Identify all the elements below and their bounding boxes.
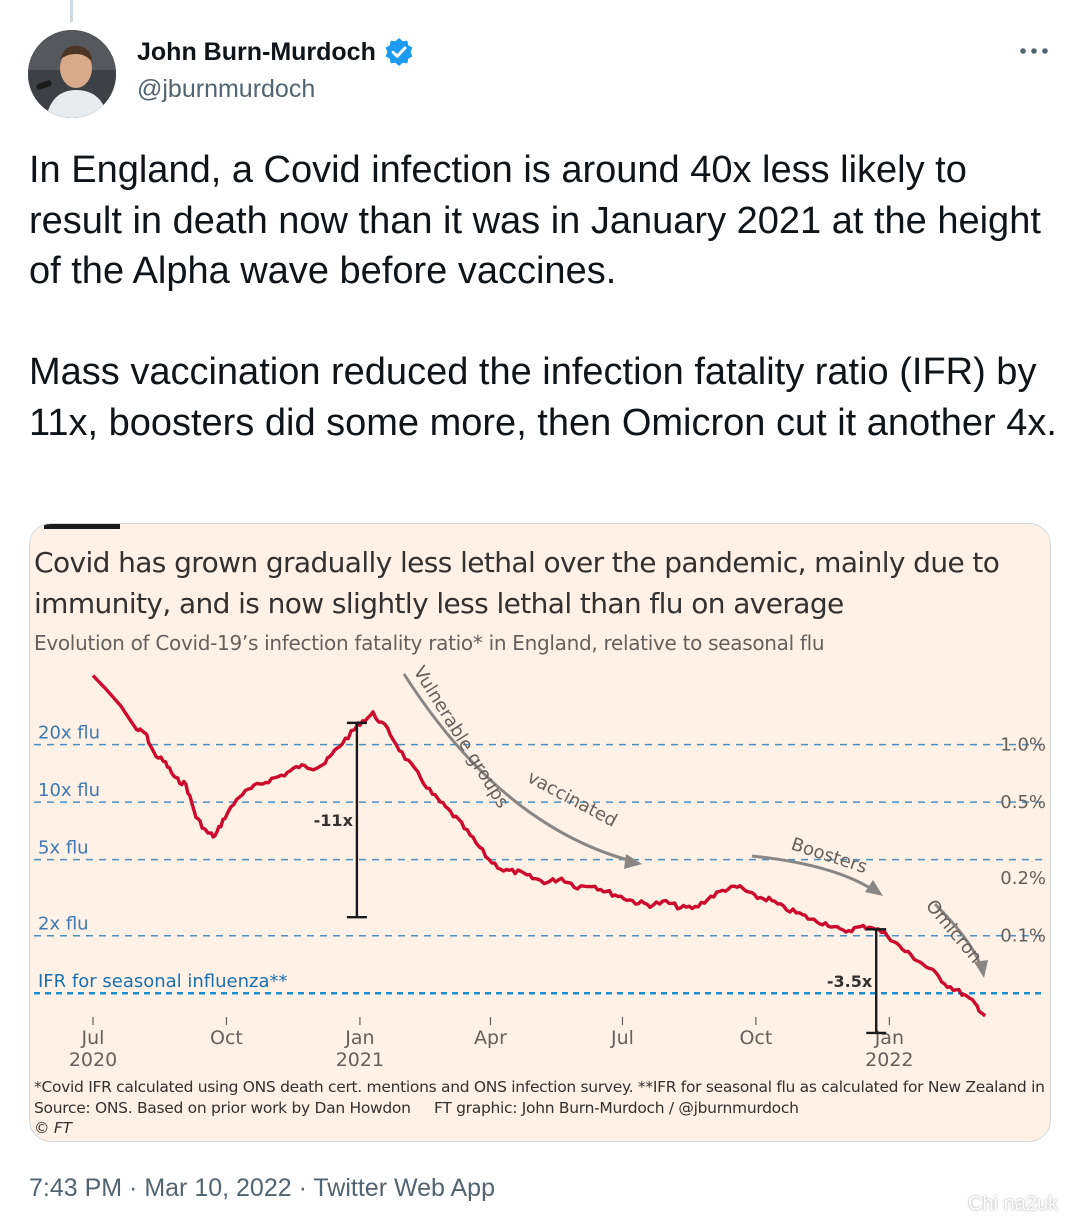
y-tick-label-left: 5x flu (38, 838, 89, 859)
bracket-label: -3.5x (827, 972, 873, 991)
omicron-arrow (933, 902, 982, 965)
chart-subtitle: Evolution of Covid-19’s infection fatali… (34, 631, 825, 655)
x-tick-label: Jul (81, 1027, 105, 1049)
x-tick-label: Oct (739, 1027, 772, 1049)
x-tick-year: 2020 (69, 1049, 117, 1071)
chart-card[interactable]: Covid has grown gradually less lethal ov… (29, 523, 1051, 1142)
x-tick-label: Oct (210, 1027, 243, 1049)
tweet-timestamp[interactable]: 7:43 PM · Mar 10, 2022 · Twitter Web App (29, 1174, 495, 1202)
author-handle[interactable]: @jburnmurdoch (137, 75, 316, 103)
bracket-label: -11x (314, 811, 354, 830)
y-tick-label-left: 20x flu (38, 723, 100, 744)
verified-badge-icon (385, 38, 413, 66)
omicron-arrowhead (974, 960, 988, 978)
footnote-text: *Covid IFR calculated using ONS death ce… (34, 1078, 1051, 1096)
x-tick-label: Apr (474, 1027, 507, 1049)
x-tick-label: Jul (610, 1027, 634, 1049)
avatar-photo (28, 30, 116, 118)
x-tick-label: Jan (344, 1027, 374, 1049)
chart-title: Covid has grown gradually less lethal ov… (34, 546, 1000, 620)
y-tick-label-left: IFR for seasonal influenza** (38, 971, 288, 992)
y-tick-label-right: 0.2% (1000, 868, 1046, 889)
vaccinated-label-2: vaccinated (524, 767, 621, 832)
graphic-credit: FT graphic: John Burn-Murdoch / @jburnmu… (434, 1099, 799, 1117)
boosters-arrow (751, 854, 871, 890)
more-options-icon[interactable] (1016, 38, 1052, 64)
omicron-label: Omicron (921, 896, 986, 968)
copyright-text: © FT (34, 1119, 72, 1137)
x-tick-label: Jan (874, 1027, 904, 1049)
y-tick-label-right: 1.0% (1000, 735, 1046, 756)
vaccinated-label: Vulnerable groups (409, 663, 513, 813)
boosters-arrowhead (865, 880, 883, 896)
chart-footnote: *Covid IFR calculated using ONS death ce… (34, 1077, 1051, 1139)
author-name[interactable]: John Burn-Murdoch (137, 38, 376, 66)
ifr-line-chart: 20x flu 10x flu 5x flu 2x flu IFR for season… (34, 663, 1046, 1071)
avatar[interactable] (28, 30, 116, 118)
vaccinated-arrow (402, 673, 629, 862)
y-tick-label-right: 0.5% (1000, 792, 1046, 813)
author-block[interactable]: John Burn-Murdoch (137, 36, 414, 68)
y-tick-label-left: 2x flu (38, 914, 89, 935)
ft-accent-bar (44, 524, 120, 529)
ifr-series-line (91, 674, 987, 1018)
thread-connector (70, 0, 73, 22)
tweet-text: In England, a Covid infection is around … (29, 149, 1057, 444)
y-tick-label-left: 10x flu (38, 780, 100, 801)
source-text: Source: ONS. Based on prior work by Dan … (34, 1098, 411, 1117)
vaccinated-arrowhead (624, 854, 642, 869)
watermark: Chi na2uk (968, 1193, 1059, 1215)
x-tick-year: 2021 (336, 1049, 384, 1071)
x-tick-year: 2022 (865, 1049, 913, 1071)
y-tick-label-right: 0.1% (1000, 926, 1046, 947)
